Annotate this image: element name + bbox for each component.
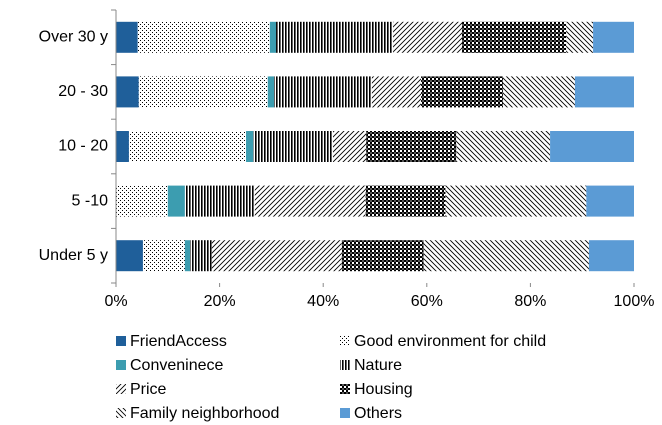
bar-segment [116,76,139,108]
bar-segment [267,76,274,108]
bar-segment [128,131,247,162]
y-tick-label: 5 -10 [72,192,109,209]
legend-label: Housing [354,381,413,398]
bar-segment [269,21,277,53]
legend-swatch [116,408,126,418]
legend-swatch [340,408,350,418]
bar-segment [502,76,575,108]
legend-label: Nature [354,357,402,374]
x-tick-label: 20% [204,293,236,310]
bar-segment [190,240,212,272]
y-tick-label: Over 30 y [39,29,108,46]
bar-segment [341,240,424,272]
y-tick-label: 20 - 30 [58,83,108,100]
bar-segment [167,185,185,217]
bar-segment [593,21,634,53]
bar-segment [116,185,168,217]
bar-segment [421,76,503,108]
bar-segment [366,131,457,162]
bar-segment [371,76,422,108]
legend-swatch [340,384,350,394]
legend-label: Others [354,405,402,422]
legend-swatch [340,360,350,370]
bar-segment [393,21,463,53]
y-tick-label: Under 5 y [39,247,108,264]
legend-label: FriendAccess [130,333,227,350]
legend-label: Good environment for child [354,333,546,350]
bar-segment [142,240,185,272]
legend-label: Conveninece [130,357,224,374]
x-tick-label: 100% [614,293,655,310]
bar-segment [586,185,634,217]
legend-swatch [340,336,350,346]
bar-segment [423,240,589,272]
bar-segment [254,185,366,217]
bar-segment [116,240,143,272]
bar-segment [566,21,594,53]
legend-swatch [116,360,126,370]
bar-segment [246,131,254,162]
bar-segment [211,240,342,272]
bar-segment [550,131,634,162]
bar-segment [138,76,268,108]
x-tick-label: 40% [307,293,339,310]
bar-segment [365,185,446,217]
legend-label: Price [130,381,167,398]
bar-segment [137,21,270,53]
bar-segment [116,131,129,162]
bar-segment [574,76,634,108]
bar-segment [184,185,255,217]
bar-segment [462,21,567,53]
legend-swatch [116,336,126,346]
x-tick-label: 0% [104,293,127,310]
bar-segment [456,131,551,162]
x-tick-label: 80% [514,293,546,310]
bar-segment [116,21,138,53]
bar-segment [445,185,587,217]
bar-segment [333,131,367,162]
x-tick-label: 60% [411,293,443,310]
bar-segment [276,21,394,53]
bar-segment [253,131,334,162]
bar-segment [184,240,191,272]
bar-segment [588,240,634,272]
bar-segment [273,76,372,108]
legend-swatch [116,384,126,394]
legend-label: Family neighborhood [130,405,279,422]
y-tick-label: 10 - 20 [58,138,108,155]
